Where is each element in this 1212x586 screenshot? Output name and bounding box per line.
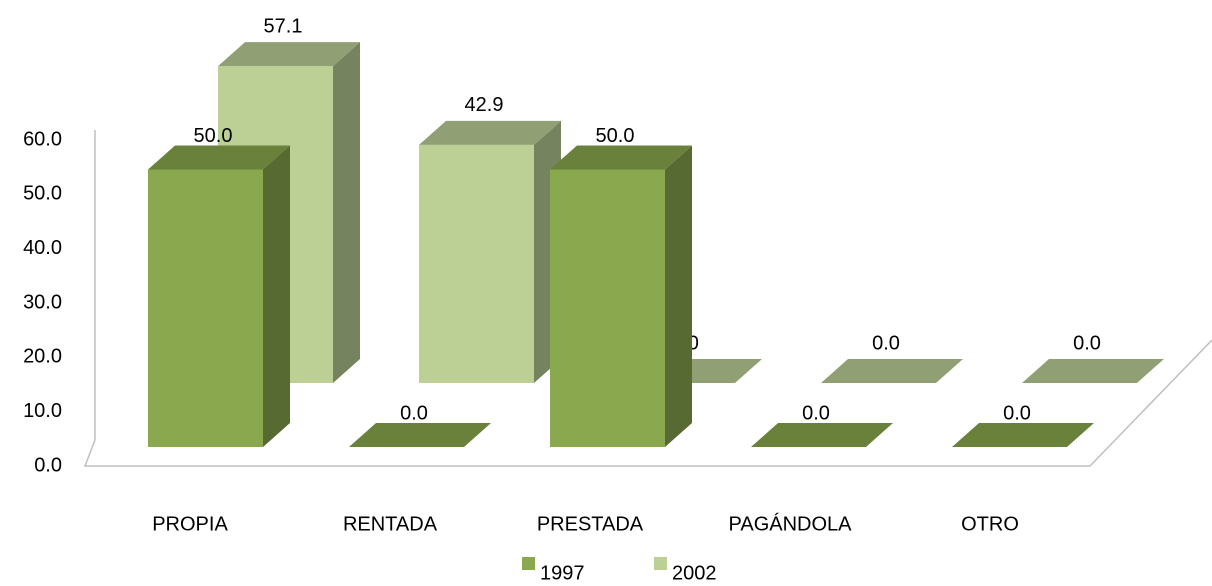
x-tick-label: PAGÁNDOLA: [729, 512, 853, 535]
y-tick-label: 50.0: [23, 183, 62, 205]
bar-top: [821, 359, 963, 383]
bar-top: [1022, 359, 1164, 383]
value-label: 57.1: [264, 15, 303, 37]
x-tick-label: RENTADA: [343, 513, 438, 535]
bar: [349, 423, 491, 447]
x-tick-label: PROPIA: [152, 513, 228, 535]
bar-top: [550, 145, 692, 170]
bar-side: [333, 42, 360, 383]
bar: [550, 145, 692, 447]
value-label: 0.0: [1003, 402, 1031, 424]
bar-top: [218, 42, 360, 67]
y-tick-label: 0.0: [34, 454, 62, 476]
bar-top: [148, 145, 290, 170]
y-tick-label: 40.0: [23, 237, 62, 259]
y-tick-label: 30.0: [23, 291, 62, 313]
value-label: 0.0: [872, 332, 900, 354]
bar: [419, 120, 561, 383]
x-tick-label: PRESTADA: [537, 513, 644, 535]
bar: [148, 145, 290, 447]
bar-top: [419, 120, 561, 145]
y-tick-label: 60.0: [23, 128, 62, 150]
bar-front: [148, 169, 263, 447]
legend-label: 1997: [540, 562, 585, 584]
bar: [952, 423, 1094, 447]
x-tick-label: OTRO: [961, 513, 1019, 535]
bar: [751, 423, 893, 447]
bar-front: [419, 144, 534, 383]
bar-side: [665, 145, 692, 447]
bar-side: [263, 145, 290, 447]
bar-top: [952, 423, 1094, 447]
value-label: 0.0: [802, 402, 830, 424]
bar-top: [349, 423, 491, 447]
value-label: 50.0: [596, 125, 635, 147]
bar: [821, 359, 963, 383]
legend-swatch: [654, 557, 667, 570]
y-tick-label: 20.0: [23, 346, 62, 368]
axis-frame: [83, 130, 1212, 467]
bar-top: [751, 423, 893, 447]
value-label: 42.9: [465, 94, 504, 116]
y-tick-label: 10.0: [23, 400, 62, 422]
bar-front: [550, 169, 665, 447]
legend-label: 2002: [672, 562, 717, 584]
value-label: 0.0: [1073, 332, 1101, 354]
value-label: 0.0: [400, 402, 428, 424]
value-label: 50.0: [194, 125, 233, 147]
legend-swatch: [522, 557, 535, 570]
bar: [1022, 359, 1164, 383]
